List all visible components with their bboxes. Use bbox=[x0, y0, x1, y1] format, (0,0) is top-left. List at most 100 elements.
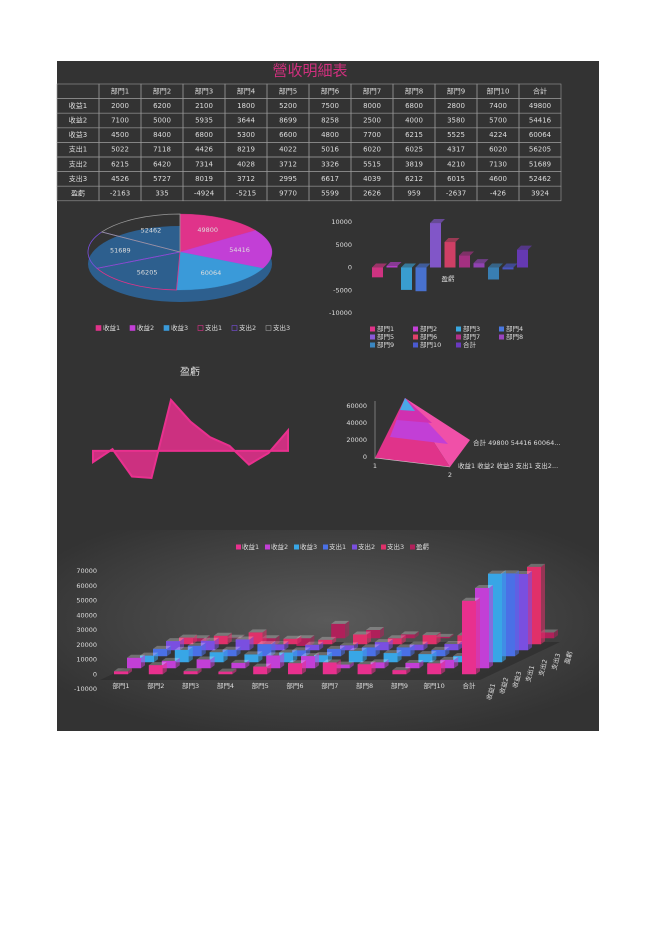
bar bbox=[288, 663, 302, 675]
legend-swatch bbox=[265, 325, 272, 331]
bar bbox=[361, 647, 376, 657]
legend-label: 部門1 bbox=[377, 324, 394, 333]
cell-value: 5525 bbox=[447, 131, 465, 139]
cell-value: -4924 bbox=[194, 190, 215, 198]
header-text: 部門4 bbox=[237, 86, 256, 95]
y-tick-label: -10000 bbox=[329, 309, 352, 317]
bar bbox=[440, 659, 455, 669]
bar-top bbox=[409, 641, 428, 645]
cell-value: 5727 bbox=[153, 175, 171, 183]
bar-side bbox=[141, 654, 145, 669]
cell-value: 5300 bbox=[237, 131, 255, 139]
legend-swatch bbox=[231, 325, 238, 331]
cell-value: 6200 bbox=[153, 102, 171, 110]
bar bbox=[305, 644, 320, 651]
bar-side bbox=[454, 656, 459, 669]
cell-value: 8000 bbox=[363, 102, 381, 110]
bar-top bbox=[444, 238, 460, 243]
x-tick-label: 部門2 bbox=[147, 681, 164, 690]
bar bbox=[459, 255, 470, 268]
bar bbox=[431, 649, 446, 657]
bar bbox=[366, 629, 380, 639]
bar-top bbox=[222, 646, 241, 650]
cell-value: 6025 bbox=[405, 146, 423, 154]
bar-top bbox=[253, 663, 272, 667]
bar-top bbox=[396, 644, 415, 648]
bar-top bbox=[431, 646, 450, 650]
bar bbox=[383, 653, 398, 663]
bar-top bbox=[366, 626, 384, 630]
depth-label: 收益1 bbox=[484, 682, 497, 701]
legend-label: 部門7 bbox=[463, 332, 480, 341]
header-text: 部門1 bbox=[111, 86, 129, 95]
bar-top bbox=[231, 659, 250, 663]
cell-value: -5215 bbox=[236, 190, 256, 198]
bar bbox=[209, 652, 224, 663]
bar-side bbox=[128, 668, 132, 675]
y-tick-label: -5000 bbox=[333, 286, 352, 294]
legend-swatch bbox=[294, 544, 299, 550]
bar-top bbox=[361, 644, 380, 648]
bar bbox=[502, 267, 514, 270]
bar-top bbox=[387, 635, 406, 639]
cell-value: 3580 bbox=[447, 117, 465, 125]
bar-side bbox=[258, 651, 263, 663]
cell-value: 5700 bbox=[489, 117, 507, 125]
y-tick-label: 5000 bbox=[335, 241, 352, 249]
bar-side bbox=[410, 644, 415, 657]
y-tick-label: 10000 bbox=[76, 656, 97, 664]
pie-slice bbox=[179, 213, 256, 253]
pie-slice bbox=[179, 230, 273, 269]
cell-value: 6420 bbox=[153, 160, 171, 168]
cell-value: 4500 bbox=[111, 131, 129, 139]
header-text: 部門5 bbox=[279, 86, 297, 95]
legend-label: 部門2 bbox=[420, 324, 437, 333]
bar bbox=[444, 242, 456, 268]
bar-side bbox=[245, 659, 250, 669]
cell-value: 2500 bbox=[363, 117, 381, 125]
x-tick-label: 合計 bbox=[463, 681, 477, 690]
bar-side bbox=[240, 634, 245, 639]
bar-top bbox=[183, 668, 202, 672]
bar-top bbox=[235, 636, 254, 640]
legend-swatch bbox=[413, 342, 418, 348]
cell-value: 6800 bbox=[405, 102, 423, 110]
legend-label: 部門5 bbox=[377, 332, 394, 341]
bar-side bbox=[362, 647, 367, 663]
bar-top bbox=[372, 263, 387, 268]
cell-value: 7130 bbox=[489, 160, 507, 168]
bar-side bbox=[528, 571, 532, 651]
x-tick-label: 2 bbox=[448, 471, 452, 479]
legend-label: 收益2 bbox=[271, 542, 288, 551]
bar-side bbox=[319, 641, 324, 651]
bar-top bbox=[488, 263, 503, 268]
bar-top bbox=[218, 668, 237, 672]
bar-side bbox=[388, 639, 393, 651]
annotation: 合計 49800 54416 60064... bbox=[473, 438, 560, 447]
data-label: 54416 bbox=[229, 246, 250, 254]
legend-swatch bbox=[129, 325, 136, 331]
bar bbox=[183, 671, 198, 675]
bar bbox=[322, 662, 337, 675]
bar-side bbox=[380, 626, 384, 639]
bar-side bbox=[345, 620, 350, 639]
bar-side bbox=[214, 637, 219, 651]
bar-side bbox=[280, 652, 285, 669]
bar bbox=[427, 663, 442, 675]
bar-top bbox=[392, 667, 411, 671]
pie-slice bbox=[96, 251, 181, 291]
bar-side bbox=[275, 635, 280, 646]
bar-side bbox=[315, 653, 319, 669]
bar bbox=[418, 654, 433, 663]
legend-label: 部門4 bbox=[506, 324, 523, 333]
bar-top bbox=[422, 632, 441, 636]
legend-label: 收益1 bbox=[103, 323, 120, 332]
bar-side bbox=[414, 631, 419, 639]
bar bbox=[374, 642, 389, 651]
bar bbox=[248, 632, 263, 645]
cell-value: 49800 bbox=[529, 102, 551, 110]
cell-value: 2800 bbox=[447, 102, 465, 110]
legend-label: 部門3 bbox=[463, 324, 480, 333]
x-tick-label: 部門6 bbox=[286, 681, 303, 690]
table-title: 營收明細表 bbox=[272, 62, 347, 80]
